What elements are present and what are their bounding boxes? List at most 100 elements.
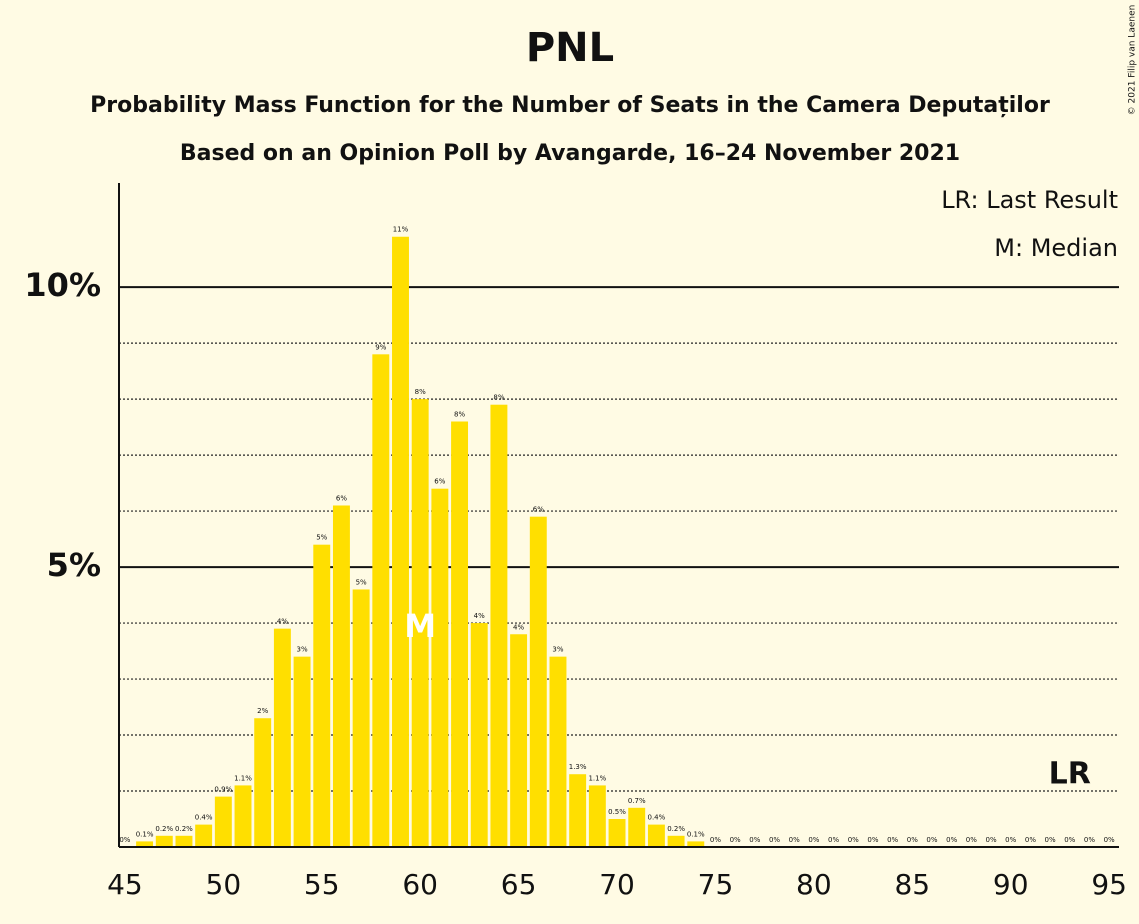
- value-label: 0.7%: [628, 797, 646, 805]
- value-label: 0.4%: [648, 814, 666, 822]
- value-label: 3%: [552, 646, 563, 654]
- value-label: 6%: [434, 478, 445, 486]
- value-label: 4%: [277, 618, 288, 626]
- value-label: 1.3%: [569, 763, 587, 771]
- x-tick-label: 85: [894, 868, 930, 901]
- y-tick-label: 10%: [24, 266, 101, 304]
- x-tick-label: 60: [402, 868, 438, 901]
- value-label: 2%: [257, 707, 268, 715]
- bar: [647, 824, 665, 847]
- x-tick-label: 80: [796, 868, 832, 901]
- value-label: 0%: [926, 836, 937, 844]
- value-label: 0%: [769, 836, 780, 844]
- value-label: 5%: [356, 578, 367, 586]
- bar: [569, 774, 587, 847]
- bar: [628, 807, 646, 847]
- bar: [490, 404, 508, 847]
- value-label: 1.1%: [234, 774, 252, 782]
- value-label: 0%: [119, 836, 130, 844]
- copyright: © 2021 Filip van Laenen: [1128, 5, 1138, 116]
- value-label: 0%: [1084, 836, 1095, 844]
- value-label: 0%: [730, 836, 741, 844]
- bar: [234, 785, 252, 847]
- x-tick-label: 50: [206, 868, 242, 901]
- bar: [175, 835, 193, 847]
- value-label: 4%: [513, 623, 524, 631]
- value-label: 0%: [1064, 836, 1075, 844]
- bar: [332, 505, 350, 847]
- chart-title: PNL: [526, 25, 614, 71]
- bar: [372, 354, 390, 847]
- legend-entry: LR: Last Result: [941, 186, 1118, 214]
- value-label: 1.1%: [588, 774, 606, 782]
- value-label: 0.2%: [667, 825, 685, 833]
- value-label: 0%: [789, 836, 800, 844]
- bar: [411, 399, 429, 847]
- legend-entry: M: Median: [994, 234, 1118, 262]
- value-label: 0%: [848, 836, 859, 844]
- value-label: 0.1%: [687, 830, 705, 838]
- bar: [549, 656, 567, 847]
- bar: [470, 623, 488, 847]
- value-label: 4%: [474, 612, 485, 620]
- bar: [195, 824, 213, 847]
- value-label: 0%: [867, 836, 878, 844]
- value-label: 0%: [1005, 836, 1016, 844]
- value-label: 0.2%: [155, 825, 173, 833]
- bar: [451, 421, 469, 847]
- bar: [588, 785, 606, 847]
- value-label: 6%: [533, 506, 544, 514]
- x-tick-label: 55: [304, 868, 340, 901]
- bar: [687, 841, 705, 847]
- value-label: 0.4%: [195, 814, 213, 822]
- bar: [254, 718, 272, 847]
- bar: [214, 796, 232, 847]
- last-result-marker: LR: [1049, 757, 1091, 792]
- value-label: 0.2%: [175, 825, 193, 833]
- bar: [313, 544, 331, 847]
- value-label: 0%: [966, 836, 977, 844]
- bar: [510, 634, 528, 847]
- value-label: 8%: [493, 394, 504, 402]
- bar: [667, 835, 685, 847]
- subtitle: Based on an Opinion Poll by Avangarde, 1…: [180, 141, 960, 166]
- value-label: 0.9%: [214, 786, 232, 794]
- bar: [529, 516, 547, 847]
- value-label: 5%: [316, 534, 327, 542]
- value-label: 3%: [297, 646, 308, 654]
- value-label: 0%: [1025, 836, 1036, 844]
- bar: [608, 819, 626, 847]
- bar: [431, 488, 449, 847]
- x-tick-label: 90: [993, 868, 1029, 901]
- bar: [273, 628, 291, 847]
- value-label: 8%: [454, 411, 465, 419]
- value-label: 0.5%: [608, 808, 626, 816]
- subtitle: Probability Mass Function for the Number…: [90, 93, 1050, 118]
- value-label: 0%: [1045, 836, 1056, 844]
- value-label: 0%: [808, 836, 819, 844]
- bar: [293, 656, 311, 847]
- x-tick-label: 75: [698, 868, 734, 901]
- value-label: 0.1%: [136, 830, 154, 838]
- value-label: 0%: [907, 836, 918, 844]
- x-tick-label: 70: [599, 868, 635, 901]
- value-label: 0%: [887, 836, 898, 844]
- value-label: 0%: [946, 836, 957, 844]
- median-marker: M: [404, 607, 436, 645]
- x-tick-label: 45: [107, 868, 143, 901]
- value-label: 9%: [375, 343, 386, 351]
- bar: [392, 236, 409, 847]
- value-label: 0%: [1104, 836, 1115, 844]
- value-label: 11%: [393, 226, 409, 234]
- value-label: 0%: [985, 836, 996, 844]
- value-label: 6%: [336, 494, 347, 502]
- y-tick-label: 5%: [47, 546, 101, 584]
- bar: [155, 835, 173, 847]
- bar: [136, 841, 154, 847]
- value-label: 8%: [415, 388, 426, 396]
- value-label: 0%: [710, 836, 721, 844]
- bar: [352, 589, 370, 847]
- value-label: 0%: [828, 836, 839, 844]
